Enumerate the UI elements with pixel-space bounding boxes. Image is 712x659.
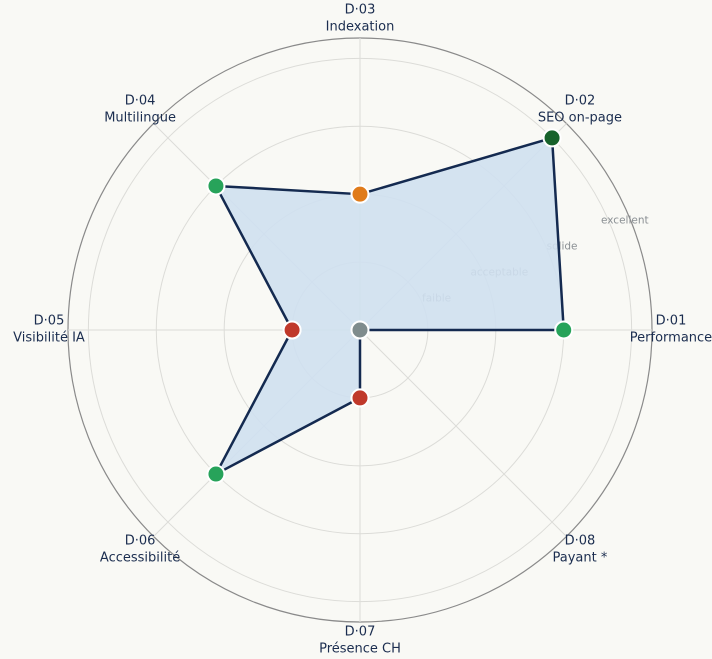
axis-label: Présence CH	[319, 642, 401, 657]
axis-label: Performance	[630, 331, 712, 346]
data-point	[206, 464, 226, 484]
axis-code: D·02	[565, 94, 596, 109]
axis-code: D·08	[565, 533, 596, 548]
data-point	[206, 176, 226, 196]
data-point	[542, 128, 562, 148]
data-point	[350, 320, 370, 340]
data-point	[350, 184, 370, 204]
axis-label: SEO on-page	[538, 111, 622, 126]
axis-code: D·01	[656, 314, 687, 329]
radar-area	[214, 136, 565, 476]
axis-code: D·05	[34, 314, 65, 329]
axis-code: D·07	[345, 625, 376, 640]
data-point	[350, 388, 370, 408]
spoke	[359, 329, 567, 537]
axis-label: Indexation	[326, 20, 395, 35]
axis-code: D·06	[125, 533, 156, 548]
axis-label: Visibilité IA	[13, 331, 85, 346]
axis-code: D·03	[345, 3, 376, 18]
axis-label: Multilingue	[104, 111, 176, 126]
axis-code: D·04	[125, 94, 156, 109]
y-tick-label: excellent	[601, 214, 649, 226]
axis-label: Payant *	[552, 550, 607, 565]
data-point	[554, 320, 574, 340]
data-point	[282, 320, 302, 340]
axis-label: Accessibilité	[100, 550, 180, 565]
